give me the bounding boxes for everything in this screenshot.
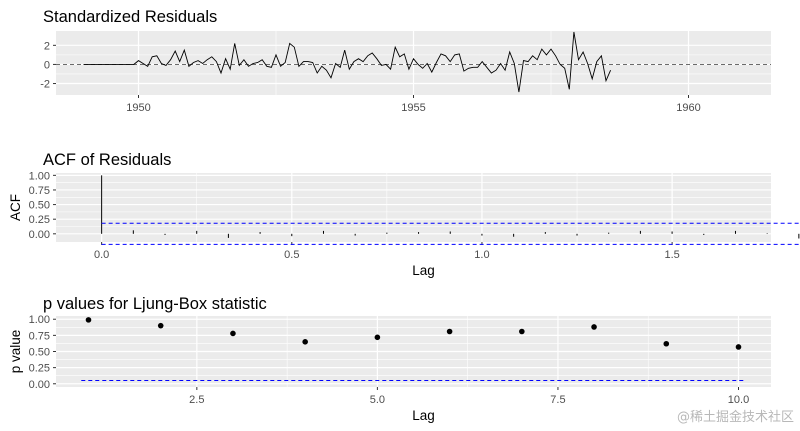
p-value-point — [663, 340, 670, 347]
residual-series-line — [83, 31, 612, 93]
p-value-point — [85, 317, 92, 323]
y-tick-label: 0.75 — [29, 185, 50, 197]
p-value-point — [374, 334, 381, 341]
x-tick-label: 10.0 — [728, 394, 749, 406]
x-tick-label: 0.5 — [284, 249, 299, 261]
x-tick-label: 5.0 — [370, 394, 385, 406]
y-tick-label: 0.25 — [29, 363, 50, 375]
x-tick-label: 7.5 — [550, 394, 565, 406]
y-tick-label: 0.75 — [29, 330, 50, 342]
y-tick-label: -2 — [40, 79, 50, 91]
y-axis-label: ACF — [8, 194, 23, 221]
y-tick-label: 0.00 — [29, 379, 50, 391]
y-tick-label: 1.00 — [29, 314, 50, 326]
p-value-point — [230, 330, 236, 337]
p-value-point — [302, 339, 308, 345]
p-value-point — [446, 328, 453, 335]
y-tick-label: 0.00 — [29, 229, 50, 241]
x-tick-label: 1950 — [126, 102, 150, 114]
y-tick-label: 2 — [44, 40, 50, 52]
x-tick-label: 1.0 — [474, 249, 489, 261]
y-tick-label: 0.25 — [29, 214, 50, 226]
y-tick-label: 1.00 — [29, 170, 50, 182]
chart-title-2: ACF of Residuals — [43, 151, 171, 169]
y-tick-label: 0 — [44, 59, 50, 71]
x-tick-label: 2.5 — [189, 394, 204, 406]
y-tick-label: 0.50 — [29, 347, 50, 359]
y-tick-label: 0.50 — [29, 200, 50, 212]
x-tick-label: 1960 — [676, 102, 700, 114]
p-value-point — [591, 324, 597, 330]
x-tick-label: 0.0 — [94, 249, 109, 261]
x-tick-label: 1.5 — [664, 249, 679, 261]
plot-panel-2 — [56, 173, 771, 242]
x-tick-label: 1955 — [401, 102, 425, 114]
chart-title-1: Standardized Residuals — [43, 8, 217, 26]
watermark: @稀土掘金技术社区 — [676, 410, 794, 425]
x-axis-label: Lag — [412, 263, 435, 278]
chart-title-3: p values for Ljung-Box statistic — [43, 295, 267, 313]
p-value-point — [735, 344, 742, 350]
p-value-point — [157, 322, 164, 329]
p-value-point — [519, 328, 525, 335]
x-axis-label: Lag — [412, 408, 435, 423]
y-axis-label: p value — [8, 330, 23, 374]
